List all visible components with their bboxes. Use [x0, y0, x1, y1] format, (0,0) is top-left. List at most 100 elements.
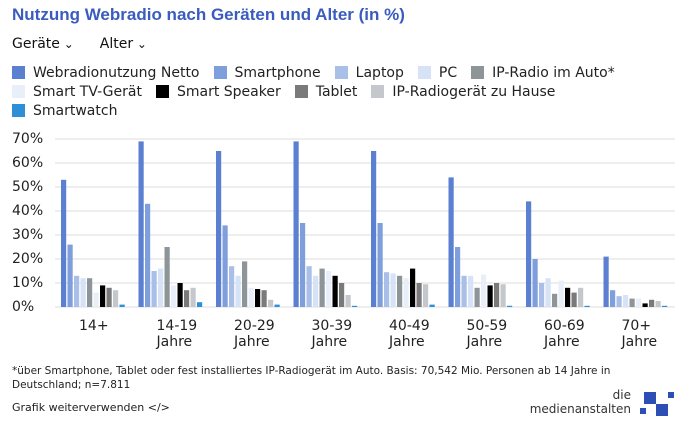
legend-item: Laptop — [334, 64, 404, 81]
x-tick-label: 40-49 Jahre — [389, 318, 430, 350]
bar — [545, 278, 551, 307]
dropdown[interactable]: Geräte — [12, 36, 74, 52]
legend-swatch — [12, 104, 25, 117]
bar — [158, 268, 164, 307]
legend-swatch — [417, 66, 431, 79]
bar — [216, 151, 222, 307]
bar — [235, 275, 241, 307]
bar — [74, 275, 80, 307]
bar — [61, 179, 67, 307]
bar — [352, 305, 358, 307]
bar — [507, 305, 513, 307]
legend-label: IP-Radio im Auto* — [492, 64, 615, 81]
bar — [487, 285, 493, 307]
bar — [423, 284, 429, 307]
bar — [222, 225, 228, 307]
legend-label: Laptop — [355, 64, 404, 81]
bar — [481, 274, 487, 307]
bar — [539, 283, 545, 307]
bar — [461, 275, 467, 307]
logo: die medienanstalten — [530, 388, 631, 416]
bar — [268, 299, 274, 307]
legend-label: Tablet — [315, 83, 358, 100]
bar — [313, 275, 319, 307]
legend: Webradionutzung Netto Smartphone Laptop PC I… — [12, 64, 662, 119]
bar — [67, 244, 73, 307]
bar — [100, 285, 106, 307]
legend-swatch — [471, 66, 485, 79]
y-tick-label: 60% — [12, 155, 43, 171]
y-tick-label: 40% — [12, 203, 43, 219]
bar — [113, 290, 119, 307]
x-tick-label: 60-69 Jahre — [544, 318, 585, 350]
legend-swatch — [294, 85, 308, 98]
bar — [455, 247, 461, 307]
bar — [578, 287, 584, 307]
bar — [306, 266, 312, 307]
legend-swatch — [334, 66, 348, 79]
logo-mark — [640, 392, 674, 416]
footnote: *über Smartphone, Tablet oder fest insta… — [12, 365, 611, 391]
y-tick-label: 70% — [12, 131, 43, 147]
legend-swatch — [155, 85, 169, 98]
x-tick-label: 50-59 Jahre — [466, 318, 508, 350]
bar — [416, 283, 422, 307]
legend-label: Smartwatch — [33, 102, 118, 119]
bar — [293, 141, 299, 307]
legend-label: PC — [438, 64, 458, 81]
footer-link[interactable]: Grafik weiterverwenden </> — [12, 401, 170, 414]
bar — [603, 256, 609, 307]
bar — [384, 272, 390, 307]
legend-item: Tablet — [294, 83, 358, 100]
bar — [474, 287, 480, 307]
bar — [532, 259, 538, 307]
bar — [106, 287, 112, 307]
legend-label: Webradionutzung Netto — [33, 64, 200, 81]
bar — [197, 302, 203, 307]
legend-swatch — [213, 66, 227, 79]
x-tick-label: 30-39 Jahre — [311, 318, 353, 350]
legend-item: PC — [417, 64, 458, 81]
bar — [448, 177, 454, 307]
bar — [177, 283, 183, 307]
bar — [145, 203, 151, 307]
bar — [326, 271, 332, 307]
bar — [80, 278, 86, 307]
y-tick-label: 0% — [12, 299, 34, 315]
legend-item: Smart Speaker — [155, 83, 281, 100]
legend-label: Smart Speaker — [176, 83, 281, 100]
bar — [649, 299, 655, 307]
legend-swatch — [12, 66, 25, 79]
y-tick-label: 10% — [12, 275, 43, 291]
bar — [332, 275, 338, 307]
bar — [171, 285, 177, 307]
dropdown[interactable]: Alter — [100, 36, 147, 52]
bar — [345, 295, 351, 307]
bar — [248, 287, 254, 307]
bar — [151, 271, 157, 307]
y-tick-label: 50% — [12, 179, 43, 195]
bar — [494, 283, 500, 307]
bar — [339, 283, 345, 307]
bar — [629, 298, 635, 307]
bar — [371, 151, 377, 307]
bar — [565, 287, 571, 307]
bar — [429, 304, 435, 307]
legend-item: Smartphone — [213, 64, 321, 81]
legend-item: IP-Radiogerät zu Hause — [371, 83, 555, 100]
bar — [184, 290, 190, 307]
bar — [610, 290, 616, 307]
bar — [87, 278, 93, 307]
x-tick-label: 70+ Jahre — [621, 318, 658, 350]
bar — [410, 268, 416, 307]
bar — [242, 261, 248, 307]
legend-item: Smart TV-Gerät — [12, 83, 142, 100]
bar — [584, 305, 590, 307]
chart-title: Nutzung Webradio nach Geräten und Alter … — [12, 5, 405, 24]
bar — [623, 295, 629, 307]
bar — [190, 287, 196, 307]
bar — [119, 304, 125, 307]
bar — [93, 292, 99, 307]
y-tick-label: 20% — [12, 251, 43, 267]
